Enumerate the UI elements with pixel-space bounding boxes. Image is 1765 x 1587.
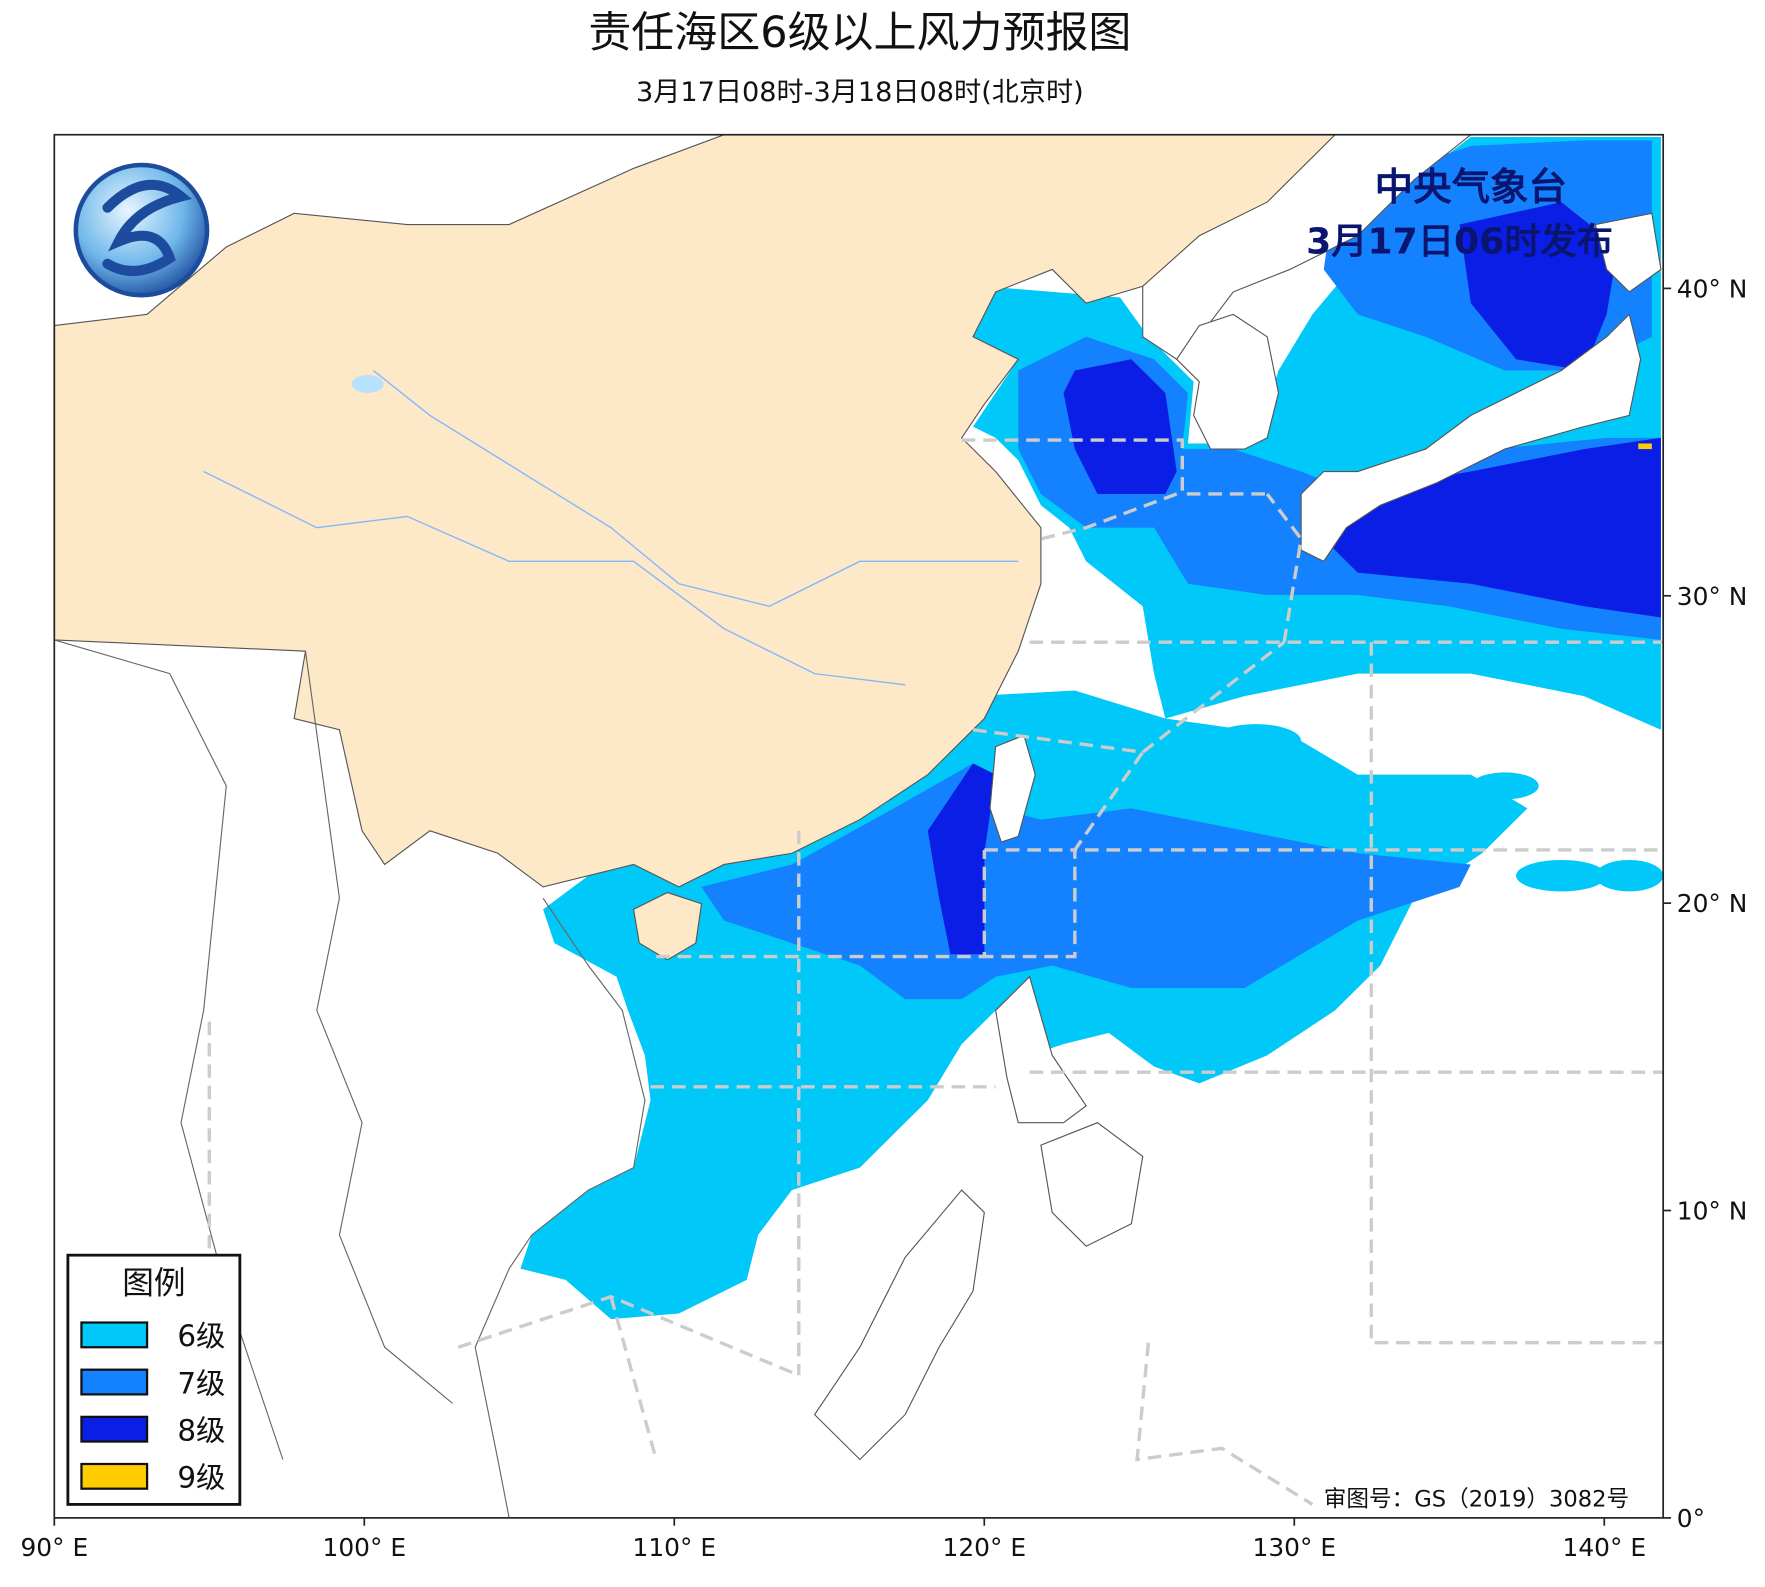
map-body <box>54 134 1664 1518</box>
y-tick-label: 40° N <box>1677 274 1748 303</box>
x-tick-label: 130° E <box>1253 1533 1337 1562</box>
sea-area-boundary <box>1369 642 1664 1345</box>
wind-area <box>1516 859 1607 892</box>
map-frame <box>53 133 1665 1519</box>
coastline <box>304 651 453 1404</box>
legend-label: 8级 <box>177 1414 225 1448</box>
wind-area <box>1210 724 1302 758</box>
wind-area <box>1595 859 1664 892</box>
y-tick-label: 10° N <box>1677 1197 1748 1226</box>
sea-area-boundary <box>961 438 1268 496</box>
subtitle: 3月17日08时-3月18日08时(北京时) <box>636 77 1084 108</box>
coastline <box>474 897 646 1518</box>
x-tick-label: 110° E <box>633 1533 717 1562</box>
legend-swatch <box>80 1321 149 1349</box>
land <box>813 1189 985 1461</box>
issue-time: 3月17日06时发布 <box>1306 221 1613 263</box>
legend-swatch <box>80 1415 149 1443</box>
land <box>1040 1122 1144 1247</box>
wind-area <box>1470 772 1539 800</box>
land <box>632 891 703 961</box>
legend-title: 图例 <box>122 1265 185 1301</box>
river <box>203 470 906 686</box>
wind-area <box>1346 783 1483 834</box>
land <box>1175 313 1280 450</box>
sea-area-boundary <box>1040 492 1178 541</box>
logo <box>73 162 210 298</box>
wind-area <box>1063 359 1177 494</box>
sea-area-boundary <box>1141 640 1286 754</box>
x-tick-label: 120° E <box>943 1533 1027 1562</box>
x-tick-label: 140° E <box>1562 1533 1646 1562</box>
wind-area <box>1459 202 1618 371</box>
sea-area-boundary <box>972 728 1664 852</box>
sea-area-boundary <box>982 848 1077 959</box>
legend-swatch <box>80 1462 149 1490</box>
wind-area <box>701 763 1471 1000</box>
wind-area <box>927 763 996 955</box>
publisher: 中央气象台 <box>1375 165 1567 210</box>
title: 责任海区6级以上风力预报图 <box>588 8 1131 58</box>
y-tick-label: 30° N <box>1677 582 1748 611</box>
legend-label: 9级 <box>177 1461 225 1495</box>
legend-swatch <box>80 1368 149 1396</box>
lake <box>351 374 384 393</box>
land <box>54 134 1336 888</box>
land <box>1300 313 1642 563</box>
wind-area <box>1638 443 1652 450</box>
sea-area-boundary <box>1135 1342 1314 1506</box>
y-tick-label: 0° <box>1677 1504 1705 1533</box>
land <box>1594 212 1662 293</box>
sea-area-boundary <box>609 1296 658 1460</box>
x-tick-label: 90° E <box>20 1533 88 1562</box>
legend-label: 7级 <box>177 1366 225 1400</box>
approval-number: 审图号：GS（2019）3082号 <box>1324 1487 1629 1513</box>
legend: 图例 6级 7级 8级 9级 <box>66 1253 242 1506</box>
river <box>372 369 1019 607</box>
legend-label: 6级 <box>177 1319 225 1353</box>
y-tick-label: 20° N <box>1677 889 1748 918</box>
land <box>995 975 1087 1124</box>
x-tick-label: 100° E <box>323 1533 407 1562</box>
